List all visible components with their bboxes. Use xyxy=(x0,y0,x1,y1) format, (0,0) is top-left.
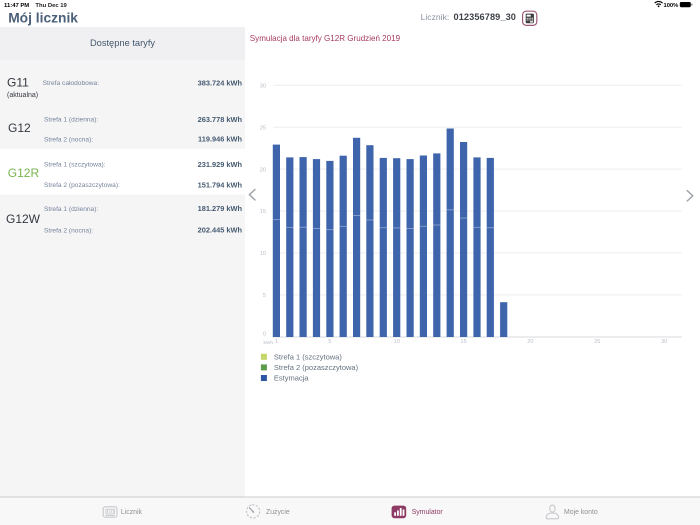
svg-text:Strefa 2 (nocna):: Strefa 2 (nocna): xyxy=(44,136,93,143)
svg-text:(aktualna): (aktualna) xyxy=(7,92,38,99)
svg-text:Strefa całodobowa:: Strefa całodobowa: xyxy=(43,80,100,87)
svg-text:G11: G11 xyxy=(7,76,29,90)
svg-text:kWh: kWh xyxy=(264,340,274,346)
svg-text:Strefa 1 (dzienna):: Strefa 1 (dzienna): xyxy=(44,117,98,124)
svg-text:11:47 PM: 11:47 PM xyxy=(4,3,29,9)
svg-text:231.929 kWh: 231.929 kWh xyxy=(198,160,243,169)
svg-text:Strefa 2 (nocna):: Strefa 2 (nocna): xyxy=(44,227,93,234)
svg-text:G12W: G12W xyxy=(6,212,41,226)
svg-text:Dostępne taryfy: Dostępne taryfy xyxy=(90,38,155,48)
svg-text:Mój licznik: Mój licznik xyxy=(8,10,78,25)
svg-text:10: 10 xyxy=(394,339,400,345)
svg-text:Licznik: Licznik xyxy=(121,509,143,516)
svg-text:119.946 kWh: 119.946 kWh xyxy=(198,135,242,144)
svg-text:383.724 kWh: 383.724 kWh xyxy=(198,78,243,87)
svg-text:Strefa 1 (szczytowa): Strefa 1 (szczytowa) xyxy=(274,352,342,361)
svg-text:Strefa 2 (pozaszczytowa): Strefa 2 (pozaszczytowa) xyxy=(274,363,359,372)
svg-text:181.279 kWh: 181.279 kWh xyxy=(198,204,243,213)
svg-text:Strefa 2 (pozaszczytowa):: Strefa 2 (pozaszczytowa): xyxy=(44,182,120,189)
svg-text:30: 30 xyxy=(661,339,667,345)
svg-text:10: 10 xyxy=(260,251,266,257)
svg-text:012356789_30: 012356789_30 xyxy=(454,12,517,22)
svg-text:Symulacja dla taryfy G12R Grud: Symulacja dla taryfy G12R Grudzień 2019 xyxy=(250,34,401,43)
svg-text:1: 1 xyxy=(275,339,278,345)
svg-text:5: 5 xyxy=(328,339,331,345)
svg-text:25: 25 xyxy=(260,125,266,131)
svg-text:G12R: G12R xyxy=(8,166,40,180)
svg-text:Licznik:: Licznik: xyxy=(421,12,450,22)
svg-text:Symulator: Symulator xyxy=(412,509,444,516)
svg-text:20: 20 xyxy=(260,167,266,173)
svg-text:Moje konto: Moje konto xyxy=(564,509,598,516)
svg-text:Zużycie: Zużycie xyxy=(266,509,290,516)
svg-text:Strefa 1 (dzienna):: Strefa 1 (dzienna): xyxy=(44,206,98,213)
svg-text:30: 30 xyxy=(260,84,266,90)
svg-text:Estymacja: Estymacja xyxy=(274,374,309,383)
svg-text:263.778 kWh: 263.778 kWh xyxy=(198,115,243,124)
svg-text:0: 0 xyxy=(263,332,266,338)
svg-text:20: 20 xyxy=(527,339,533,345)
svg-text:15: 15 xyxy=(460,339,466,345)
svg-text:Thu Dec 19: Thu Dec 19 xyxy=(35,3,67,9)
svg-text:25: 25 xyxy=(594,339,600,345)
svg-text:G12: G12 xyxy=(8,121,31,135)
svg-text:202.445 kWh: 202.445 kWh xyxy=(198,226,243,235)
svg-text:100%: 100% xyxy=(663,3,678,9)
svg-text:5: 5 xyxy=(263,293,266,299)
svg-text:Strefa 1 (szczytowa):: Strefa 1 (szczytowa): xyxy=(44,162,106,169)
svg-text:15: 15 xyxy=(260,209,266,215)
svg-text:151.794 kWh: 151.794 kWh xyxy=(198,180,243,189)
